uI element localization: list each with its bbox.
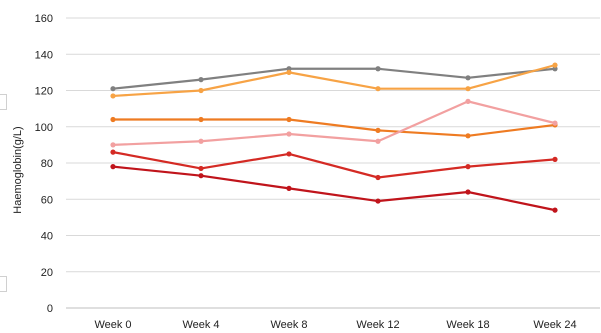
y-axis-ticks: 0 20 40 60 80 100 120 140 160 <box>35 13 53 315</box>
y-tick-label: 60 <box>41 194 53 206</box>
data-point <box>198 173 204 179</box>
data-point <box>110 93 116 99</box>
data-point <box>465 164 471 170</box>
data-point <box>286 185 292 191</box>
series-5 <box>110 149 558 181</box>
window-fragment-bottom <box>0 276 7 292</box>
series-6 <box>110 164 558 213</box>
data-point <box>286 131 292 137</box>
data-point <box>552 156 558 162</box>
series-3 <box>110 116 558 139</box>
data-point <box>375 127 381 133</box>
data-point <box>552 207 558 213</box>
series-2 <box>110 62 558 99</box>
data-point <box>375 174 381 181</box>
data-point <box>286 66 292 72</box>
series-line <box>111 118 557 137</box>
data-point <box>552 66 558 72</box>
y-tick-label: 140 <box>35 49 53 61</box>
y-tick-label: 40 <box>41 231 53 243</box>
series-lines <box>110 62 558 213</box>
series-1 <box>110 66 558 92</box>
y-tick-label: 0 <box>47 303 53 315</box>
x-tick-label: Week 18 <box>446 319 489 331</box>
data-point <box>375 138 381 144</box>
data-point <box>198 138 204 144</box>
gridlines <box>66 17 600 309</box>
y-tick-label: 20 <box>41 267 53 279</box>
window-fragment-top <box>0 94 7 110</box>
y-axis-label: Haemoglobin(g/L) <box>12 126 24 213</box>
data-point <box>110 86 116 92</box>
data-point <box>375 86 381 92</box>
data-point <box>465 98 471 104</box>
x-tick-label: Week 4 <box>182 319 219 331</box>
data-point <box>552 120 558 126</box>
data-point <box>198 77 204 83</box>
data-point <box>286 116 292 123</box>
data-point <box>110 149 116 155</box>
y-tick-label: 160 <box>35 13 53 25</box>
x-tick-label: Week 12 <box>356 319 399 331</box>
series-line <box>111 151 557 179</box>
series-4 <box>110 98 558 148</box>
x-tick-label: Week 0 <box>94 319 131 331</box>
x-axis-ticks: Week 0 Week 4 Week 8 Week 12 Week 18 Week 24 <box>94 319 576 331</box>
data-point <box>375 66 381 72</box>
data-point <box>286 151 292 157</box>
series-line <box>111 64 557 98</box>
series-line <box>111 165 557 212</box>
data-point <box>198 165 204 172</box>
data-point <box>110 164 116 170</box>
y-tick-label: 100 <box>35 122 53 134</box>
series-line <box>111 67 557 90</box>
data-point <box>375 198 381 204</box>
data-point <box>465 189 471 195</box>
data-point <box>552 62 558 68</box>
x-tick-label: Week 24 <box>533 319 576 331</box>
data-point <box>198 87 204 94</box>
data-point <box>110 142 116 148</box>
data-point <box>286 69 292 75</box>
x-tick-label: Week 8 <box>270 319 307 331</box>
y-tick-label: 120 <box>35 86 53 98</box>
series-line <box>111 100 557 146</box>
data-point <box>465 75 471 81</box>
y-tick-label: 80 <box>41 158 53 170</box>
data-point <box>465 133 471 139</box>
data-point <box>465 86 471 92</box>
data-point <box>198 116 204 123</box>
data-point <box>110 116 116 123</box>
